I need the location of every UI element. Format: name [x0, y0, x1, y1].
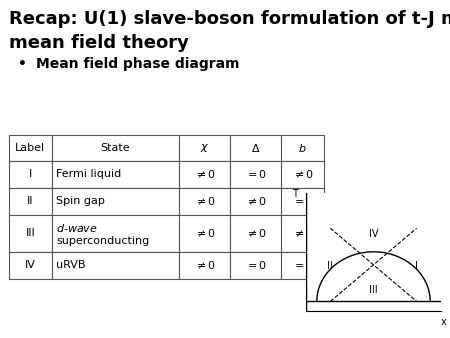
- Text: $\neq 0$: $\neq 0$: [245, 195, 267, 207]
- Text: Spin gap: Spin gap: [56, 196, 105, 206]
- Text: I: I: [415, 261, 418, 271]
- Text: $= 0$: $= 0$: [292, 195, 314, 207]
- Text: $\Delta$: $\Delta$: [251, 142, 261, 154]
- X-axis label: x: x: [441, 317, 446, 327]
- Text: •: •: [18, 57, 27, 71]
- FancyBboxPatch shape: [230, 252, 281, 279]
- Text: mean field theory: mean field theory: [9, 34, 189, 52]
- Text: Fermi liquid: Fermi liquid: [56, 169, 122, 179]
- FancyBboxPatch shape: [52, 135, 179, 161]
- Text: IV: IV: [369, 229, 378, 239]
- Text: Label: Label: [15, 143, 45, 153]
- FancyBboxPatch shape: [179, 215, 230, 252]
- Y-axis label: T: T: [292, 189, 298, 198]
- Text: $\neq 0$: $\neq 0$: [194, 259, 216, 271]
- Text: uRVB: uRVB: [56, 260, 86, 270]
- Text: State: State: [101, 143, 130, 153]
- FancyBboxPatch shape: [9, 252, 52, 279]
- Text: I: I: [29, 169, 32, 179]
- FancyBboxPatch shape: [281, 215, 324, 252]
- Text: $\neq 0$: $\neq 0$: [245, 227, 267, 239]
- FancyBboxPatch shape: [281, 188, 324, 215]
- FancyBboxPatch shape: [52, 188, 179, 215]
- Text: $= 0$: $= 0$: [245, 259, 267, 271]
- FancyBboxPatch shape: [52, 161, 179, 188]
- Text: III: III: [369, 285, 378, 295]
- FancyBboxPatch shape: [52, 252, 179, 279]
- Text: $\neq 0$: $\neq 0$: [194, 195, 216, 207]
- Text: $b$: $b$: [298, 142, 307, 154]
- FancyBboxPatch shape: [52, 215, 179, 252]
- Text: $= 0$: $= 0$: [292, 259, 314, 271]
- FancyBboxPatch shape: [230, 188, 281, 215]
- Text: III: III: [25, 228, 35, 238]
- Text: Recap: U(1) slave-boson formulation of t-J model and: Recap: U(1) slave-boson formulation of t…: [9, 10, 450, 28]
- Text: $d$-wave: $d$-wave: [56, 222, 98, 234]
- Text: II: II: [27, 196, 34, 206]
- FancyBboxPatch shape: [230, 135, 281, 161]
- Text: IV: IV: [25, 260, 36, 270]
- Text: Mean field phase diagram: Mean field phase diagram: [36, 57, 239, 71]
- FancyBboxPatch shape: [230, 215, 281, 252]
- FancyBboxPatch shape: [179, 188, 230, 215]
- Text: $\neq 0$: $\neq 0$: [292, 168, 314, 180]
- FancyBboxPatch shape: [179, 161, 230, 188]
- FancyBboxPatch shape: [179, 135, 230, 161]
- FancyBboxPatch shape: [9, 188, 52, 215]
- Text: $\chi$: $\chi$: [200, 142, 210, 154]
- Text: superconducting: superconducting: [56, 236, 149, 246]
- Text: $= 0$: $= 0$: [245, 168, 267, 180]
- FancyBboxPatch shape: [281, 135, 324, 161]
- FancyBboxPatch shape: [281, 252, 324, 279]
- FancyBboxPatch shape: [281, 161, 324, 188]
- FancyBboxPatch shape: [9, 215, 52, 252]
- FancyBboxPatch shape: [9, 135, 52, 161]
- Text: $\neq 0$: $\neq 0$: [292, 227, 314, 239]
- FancyBboxPatch shape: [230, 161, 281, 188]
- FancyBboxPatch shape: [179, 252, 230, 279]
- FancyBboxPatch shape: [9, 161, 52, 188]
- Text: $\neq 0$: $\neq 0$: [194, 168, 216, 180]
- Text: II: II: [328, 261, 333, 271]
- Text: $\neq 0$: $\neq 0$: [194, 227, 216, 239]
